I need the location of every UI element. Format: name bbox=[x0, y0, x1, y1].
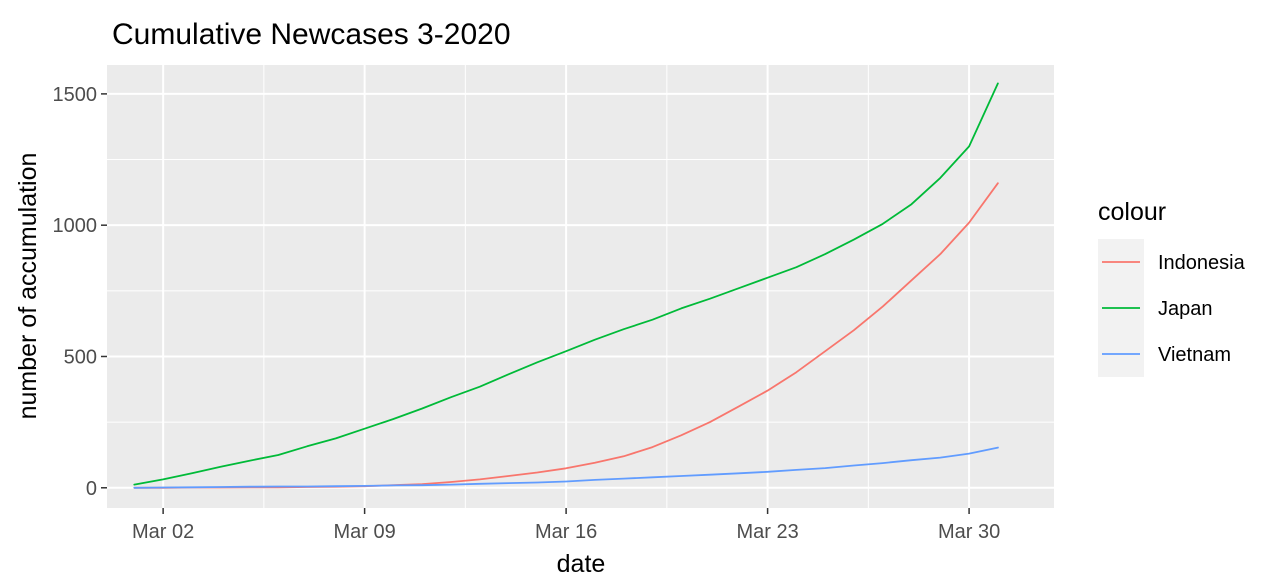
y-tick-label: 1500 bbox=[53, 84, 98, 106]
x-tick-label: Mar 16 bbox=[535, 521, 597, 543]
plot-panel bbox=[107, 65, 1054, 508]
legend-items: Indonesia Japan Vietnam bbox=[1098, 239, 1246, 377]
series-line-japan bbox=[133, 82, 999, 486]
minor-gridlines bbox=[107, 65, 1054, 508]
x-axis-title: date bbox=[557, 550, 606, 578]
chart-title: Cumulative Newcases 3-2020 bbox=[112, 18, 511, 51]
y-tick-label: 0 bbox=[86, 478, 97, 500]
x-tick-label: Mar 23 bbox=[736, 521, 798, 543]
x-tick-label: Mar 02 bbox=[132, 521, 194, 543]
x-tick-label: Mar 09 bbox=[333, 521, 395, 543]
y-tick-label: 1000 bbox=[53, 215, 98, 237]
legend-label-vietnam: Vietnam bbox=[1158, 344, 1231, 366]
legend: colour Indonesia Japan Vietnam bbox=[1098, 198, 1246, 377]
legend-title: colour bbox=[1098, 198, 1166, 226]
legend-label-japan: Japan bbox=[1158, 298, 1213, 320]
y-axis-title: number of accumulation bbox=[14, 153, 42, 420]
y-axis: 0 500 1000 1500 bbox=[53, 84, 107, 500]
legend-label-indonesia: Indonesia bbox=[1158, 252, 1246, 274]
y-tick-label: 500 bbox=[64, 346, 97, 368]
series-lines bbox=[133, 82, 999, 489]
x-axis: Mar 02 Mar 09 Mar 16 Mar 23 Mar 30 bbox=[132, 508, 1000, 543]
major-gridlines bbox=[107, 65, 1054, 508]
series-line-vietnam bbox=[133, 446, 999, 489]
x-tick-label: Mar 30 bbox=[938, 521, 1000, 543]
